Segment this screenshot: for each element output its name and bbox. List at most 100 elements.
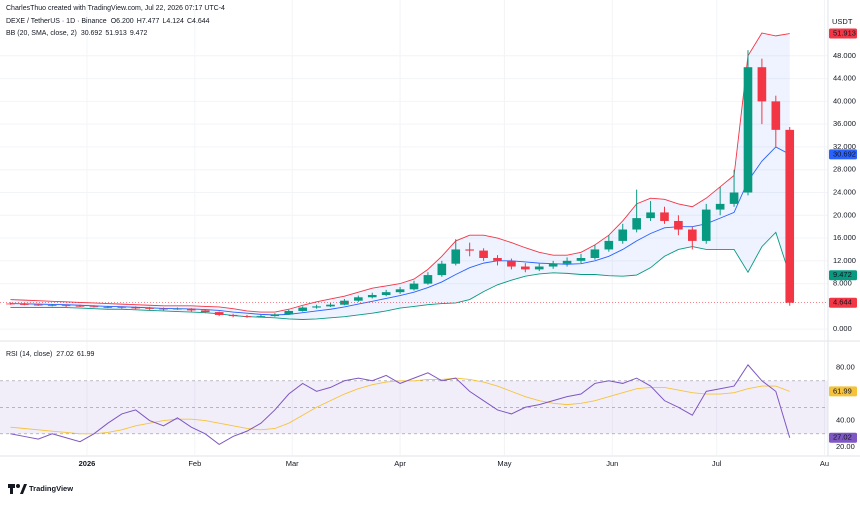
candle-body	[367, 295, 377, 298]
x-tick-label: Apr	[394, 459, 406, 468]
candle-body	[785, 129, 795, 303]
candle-body	[173, 308, 182, 310]
candle-body	[47, 305, 57, 307]
candle-body	[409, 283, 419, 290]
y-tick-label: 32.000	[833, 142, 856, 151]
price-tag-bg	[829, 297, 857, 308]
y-tick-label: 24.000	[833, 187, 856, 196]
y-tick-label: 0.000	[833, 324, 852, 333]
bb-value: 9.472	[130, 30, 148, 37]
bb-tag: 9.472	[833, 270, 852, 279]
candle-body	[159, 308, 168, 310]
candle-body	[562, 260, 572, 264]
candle-body	[423, 275, 433, 284]
candle-body	[61, 305, 71, 307]
candle-body	[270, 314, 280, 317]
candle-body	[75, 305, 85, 307]
candle-body	[103, 306, 113, 308]
bb-tag: 51.913	[833, 29, 856, 38]
y-tick-label: 80.00	[836, 362, 855, 371]
candle-body	[465, 249, 474, 251]
rsi-tag-bg	[829, 432, 857, 443]
rsi-line	[10, 364, 791, 445]
candle-body	[479, 250, 488, 258]
y-tick-label: 44.000	[833, 74, 856, 83]
y-tick-label: 16.000	[833, 233, 856, 242]
candle-body	[618, 229, 628, 241]
x-tick-label: Jul	[712, 459, 722, 468]
candle-body	[354, 297, 363, 301]
candle-body	[646, 212, 655, 219]
candle-body	[312, 306, 321, 308]
candle-body	[256, 316, 266, 317]
candle-body	[200, 310, 210, 313]
candle-body	[757, 67, 767, 102]
y-tick-label: 40.00	[836, 416, 855, 425]
candle-body	[688, 229, 697, 241]
bb-value: 51.913	[105, 30, 127, 37]
brand-logo	[8, 484, 27, 494]
bb-value: 30.692	[81, 30, 103, 37]
ohlc-value: L4.124	[162, 18, 184, 25]
ohlc-value: H7.477	[137, 18, 160, 25]
candle-body	[660, 212, 669, 221]
x-tick-label: May	[497, 459, 511, 468]
y-tick-label: 28.000	[833, 165, 856, 174]
x-tick-label: Au	[820, 459, 829, 468]
candle-body	[381, 292, 391, 296]
x-tick-label: Mar	[286, 459, 299, 468]
candle-body	[340, 300, 349, 305]
candle-body	[548, 263, 558, 267]
candle-body	[395, 289, 405, 293]
candle-body	[228, 314, 238, 317]
candle-body	[242, 316, 252, 317]
x-tick-label: Jun	[606, 459, 618, 468]
ohlc-value: C4.644	[187, 18, 210, 25]
candle-body	[604, 240, 614, 250]
bb-tag-bg	[829, 270, 857, 281]
candle-body	[89, 306, 99, 308]
bb-line	[10, 32, 790, 313]
bb-line	[10, 231, 791, 320]
bb-tag-bg	[829, 149, 857, 160]
y-tick-label: 12.000	[833, 256, 856, 265]
rsi-value: 27.02	[56, 351, 74, 358]
price-tag: 4.644	[833, 298, 852, 307]
candle-body	[131, 307, 140, 309]
candle-body	[437, 263, 447, 276]
candle-body	[590, 249, 600, 258]
candle-body	[326, 304, 335, 307]
rsi-label: RSI (14, close)	[6, 351, 52, 358]
candle-body	[576, 257, 586, 261]
rsi-pane	[0, 341, 828, 455]
y-tick-label: 8.000	[833, 279, 852, 288]
bb-label: BB (20, SMA, close, 2)	[6, 30, 77, 37]
candle-body	[715, 203, 725, 210]
candle-body	[701, 209, 711, 241]
rsi-value: 61.99	[77, 351, 95, 358]
candle-body	[451, 249, 461, 264]
candle-body	[632, 218, 641, 230]
candle-body	[214, 312, 224, 315]
candle-body	[284, 310, 294, 315]
brand: TradingView	[29, 484, 73, 493]
candle-body	[33, 304, 43, 306]
candle-body	[674, 220, 683, 230]
y-tick-label: 20.000	[833, 210, 856, 219]
rsi-tag: 61.99	[833, 386, 852, 395]
rsi-tag: 27.02	[833, 433, 852, 442]
candle-body	[743, 67, 753, 193]
candle-body	[521, 266, 530, 270]
axes: 2026 Feb Mar Apr May Jun Jul Au 0.000 8.000 12.000…	[79, 29, 857, 468]
price-pane	[0, 0, 828, 340]
rsi-band	[0, 380, 828, 434]
symbol: DEXE / TetherUS · 1D · Binance	[6, 18, 107, 25]
candle-body	[20, 304, 29, 305]
bb-tag: 30.692	[833, 149, 856, 158]
candle-body	[145, 308, 154, 309]
ohlc-value: O6.200	[111, 18, 134, 25]
candle-body	[507, 260, 516, 267]
x-tick-label: 2026	[79, 459, 96, 468]
candle-body	[534, 266, 544, 270]
